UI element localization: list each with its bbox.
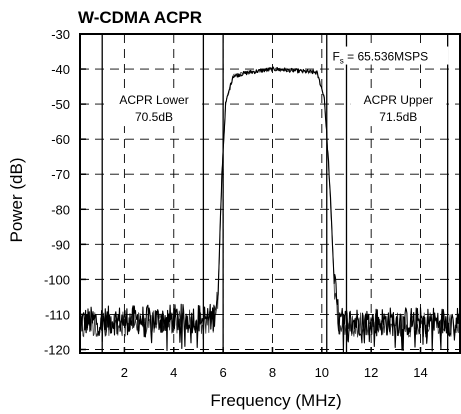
x-axis-ticks: 24681012141 — [121, 347, 428, 380]
spectrum-traces — [79, 66, 461, 353]
y-tick-label: -110 — [45, 307, 70, 322]
annotation-background — [330, 46, 449, 65]
chart-title: W-CDMA ACPR — [78, 8, 202, 27]
x-tick-label: 12 — [364, 365, 378, 380]
plot-frame — [79, 33, 461, 354]
y-axis-ticks: -30 -40 -50 -60 -70 -80 -90 -100 -110 -120 — [44, 27, 86, 357]
y-tick-label: -90 — [51, 237, 70, 252]
annotation-background — [350, 90, 447, 127]
sample-rate-label: Fs = 65.536MSPS — [332, 50, 428, 66]
channel-boundary-lines — [101, 34, 449, 353]
annotation-text: ACPR Upper — [364, 93, 433, 107]
annotation-text: 70.5dB — [135, 110, 173, 124]
x-tick-label: 8 — [269, 365, 276, 380]
x-axis-label: Frequency (MHz) — [210, 391, 341, 410]
x-tick-label: 10 — [315, 365, 329, 380]
trace-secondary — [79, 66, 461, 338]
annotation-text: 71.5dB — [379, 110, 417, 124]
y-tick-label: -70 — [51, 167, 70, 182]
y-tick-label: -60 — [51, 132, 70, 147]
y-tick-label: -80 — [51, 202, 70, 217]
x-tick-label: 14 — [413, 365, 427, 380]
x-tick-label: 6 — [219, 365, 226, 380]
y-tick-label: -120 — [44, 342, 70, 357]
y-tick-label: -50 — [51, 97, 70, 112]
y-tick-label: -40 — [51, 62, 70, 77]
annotation-background — [106, 90, 203, 127]
grid-lines — [80, 34, 460, 353]
annotations: ACPR Lower 70.5dB ACPR Upper 71.5dB Fs = 65.… — [106, 46, 449, 127]
y-axis-label: Power (dB) — [7, 157, 26, 242]
y-tick-label: -100 — [44, 272, 70, 287]
x-tick-label: 2 — [121, 365, 128, 380]
annotation-text: ACPR Lower — [119, 93, 188, 107]
x-tick-label: 4 — [170, 365, 177, 380]
y-tick-label: -30 — [51, 27, 70, 42]
